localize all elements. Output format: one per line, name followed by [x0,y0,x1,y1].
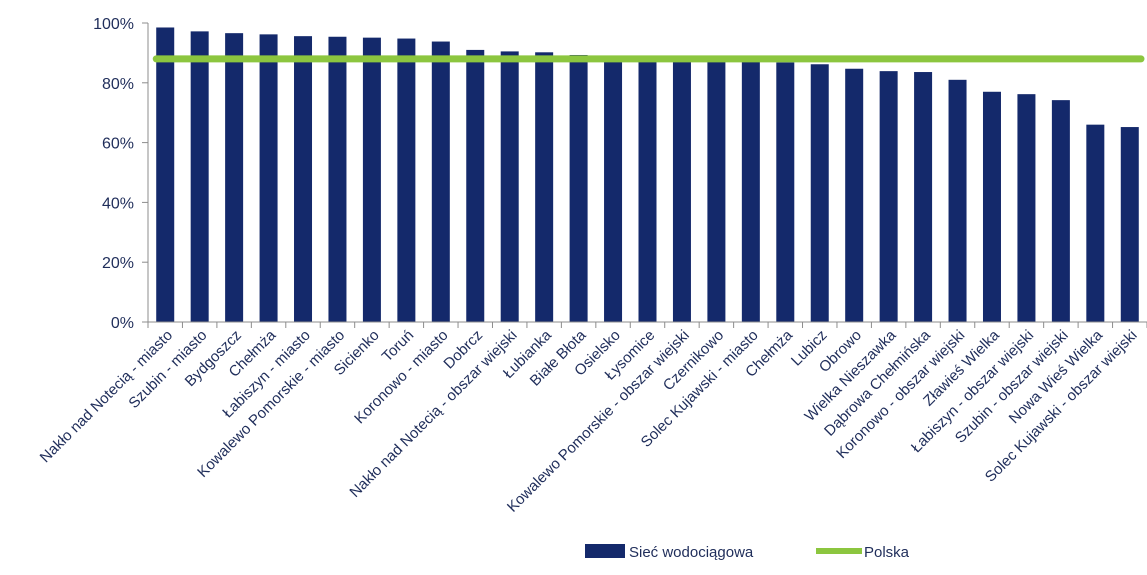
y-tick-label: 40% [102,195,134,212]
legend: Sieć wodociągowa Polska [585,544,910,561]
bar [466,49,485,322]
bar [569,54,588,322]
y-tick-label: 20% [102,255,134,272]
y-axis: 0% 20% 40% 60% 80% 100% [93,16,149,332]
bar [707,60,726,322]
bar [604,57,623,323]
legend-label-siec: Sieć wodociągowa [629,544,754,561]
bar [294,36,313,322]
bar [535,52,554,322]
y-tick-label: 0% [111,315,134,332]
bars [156,27,1139,323]
bar [672,59,691,323]
bar [914,72,933,322]
bar [741,61,760,322]
bar [190,31,209,322]
bar [431,41,450,323]
legend-label-polska: Polska [864,544,910,561]
bar [500,51,519,322]
legend-swatch-siec [585,544,625,558]
bar [638,58,657,322]
bar [1051,100,1070,322]
bar [810,64,829,323]
bar [328,36,347,323]
bar [225,33,244,322]
bar [1086,124,1105,322]
bar [948,79,967,322]
x-tick-label: Nakło nad Notecią - miasto [37,327,176,466]
bar [1120,127,1139,322]
bar [776,62,795,323]
bar [156,27,175,323]
bar [362,37,381,322]
bar [397,38,416,322]
y-tick-label: 80% [102,76,134,93]
bar [982,91,1001,323]
legend-swatch-polska [816,548,862,554]
bar [1017,94,1036,322]
bar [259,34,278,322]
y-tick-label: 60% [102,136,134,153]
bar [879,71,898,322]
y-tick-label: 100% [93,16,134,33]
bar [845,68,864,322]
